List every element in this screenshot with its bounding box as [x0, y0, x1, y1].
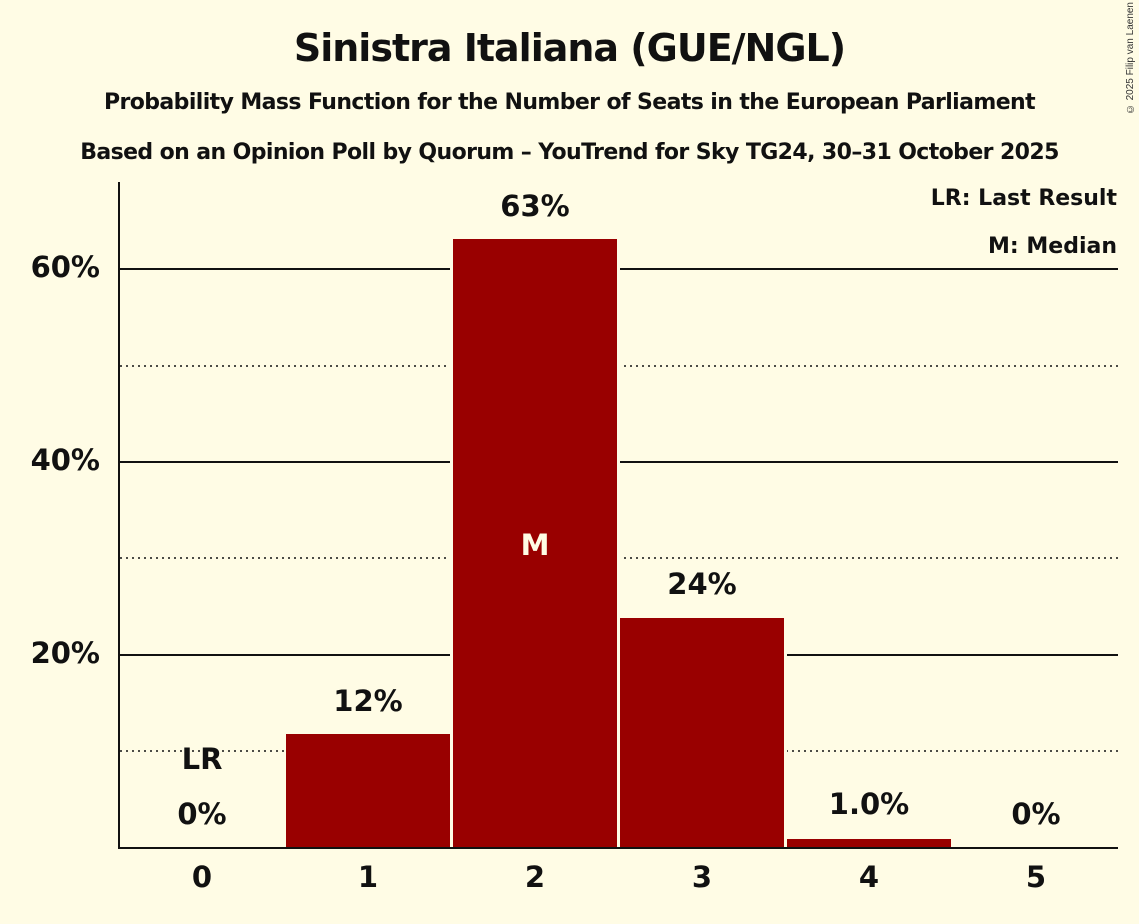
bar-label-3: 24% [667, 567, 737, 601]
bar-label-5: 0% [1011, 797, 1061, 831]
chart-subtitle: Probability Mass Function for the Number… [104, 90, 1036, 115]
bar-label-0: 0% [177, 797, 227, 831]
y-tick-40: 40% [30, 443, 100, 477]
bar-3 [620, 618, 784, 848]
y-tick-60: 60% [30, 250, 100, 284]
legend-median: M: Median [988, 234, 1117, 259]
legend-last-result: LR: Last Result [930, 186, 1117, 211]
chart-source: Based on an Opinion Poll by Quorum – You… [80, 140, 1059, 165]
x-tick-2: 2 [524, 860, 546, 894]
bar-2 [453, 239, 617, 848]
x-tick-1: 1 [357, 860, 379, 894]
bar-4 [787, 839, 951, 848]
x-tick-0: 0 [191, 860, 213, 894]
y-tick-20: 20% [30, 636, 100, 670]
last-result-marker: LR [181, 742, 223, 776]
x-tick-3: 3 [691, 860, 713, 894]
x-tick-4: 4 [858, 860, 880, 894]
bar-label-4: 1.0% [828, 787, 910, 821]
bar-label-1: 12% [333, 684, 403, 718]
median-marker: M [520, 528, 550, 562]
chart-title: Sinistra Italiana (GUE/NGL) [293, 26, 846, 70]
bar-1 [286, 734, 450, 848]
x-tick-5: 5 [1025, 860, 1047, 894]
bar-label-2: 63% [500, 189, 570, 223]
bars [286, 239, 951, 848]
